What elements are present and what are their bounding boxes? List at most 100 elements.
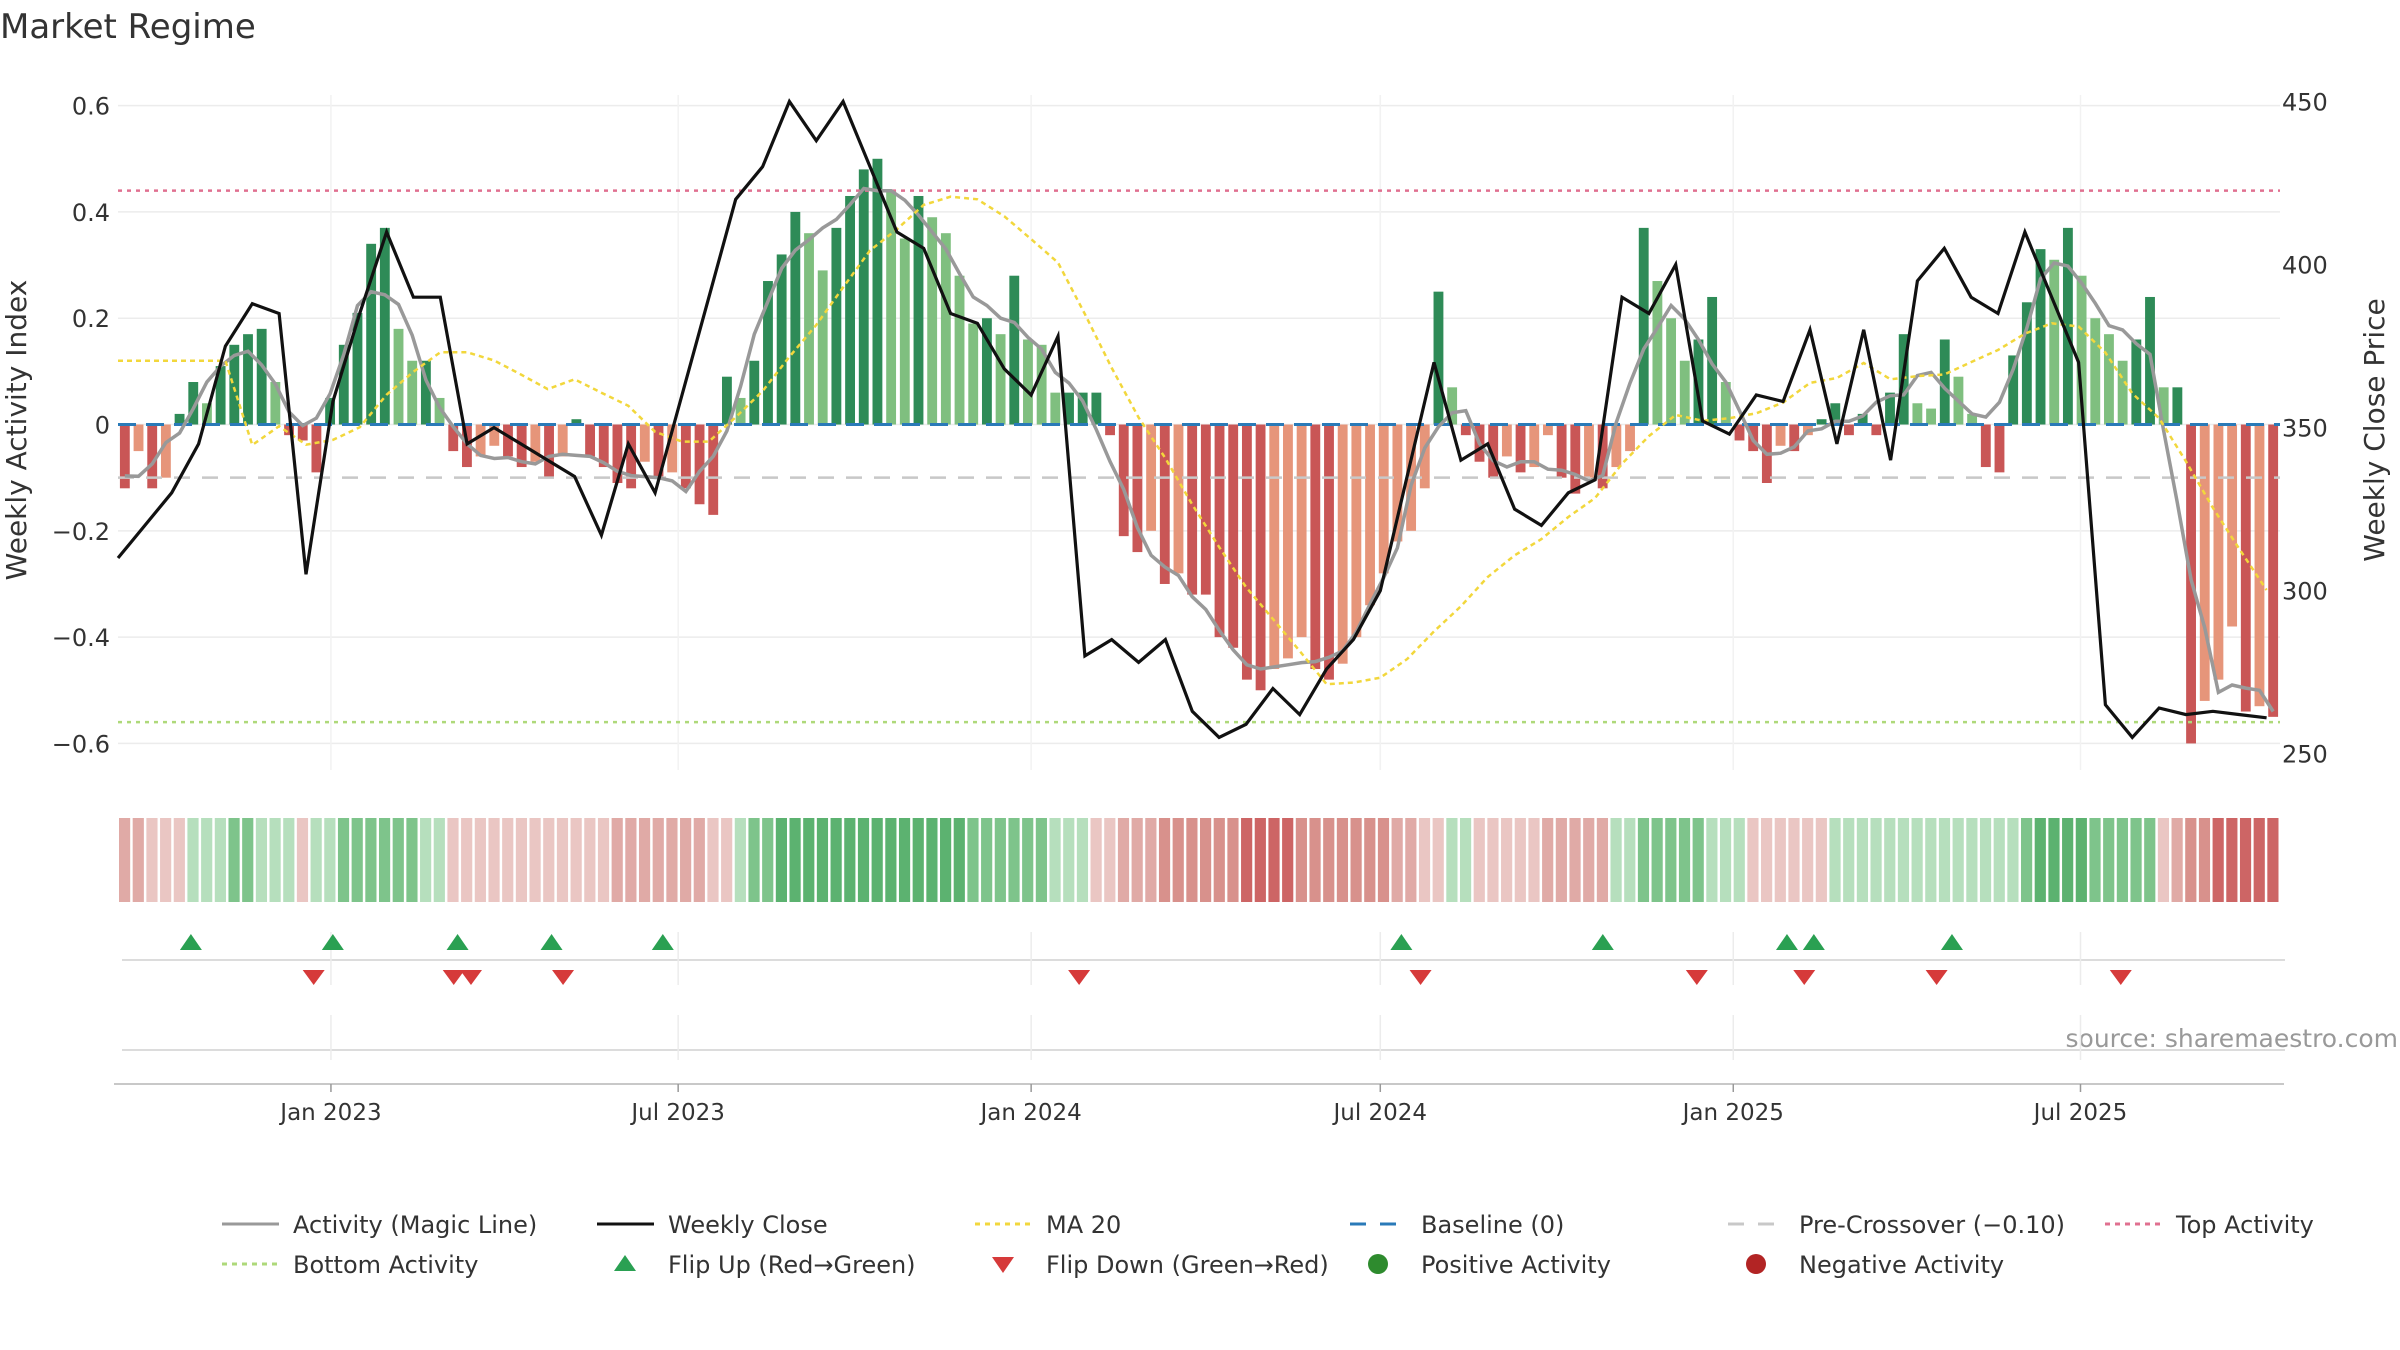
activity-bar	[612, 424, 623, 483]
activity-bar	[448, 424, 459, 452]
activity-bar	[981, 318, 992, 425]
activity-bar	[2008, 355, 2019, 425]
activity-bar	[968, 323, 979, 425]
regime-strip-cell	[1651, 818, 1663, 902]
activity-bar	[2117, 360, 2128, 425]
activity-bar	[256, 328, 267, 425]
activity-bar	[1159, 424, 1170, 584]
regime-strip-cell	[1391, 818, 1403, 902]
regime-strip-cell	[666, 818, 678, 902]
activity-bar	[927, 217, 938, 425]
activity-bar	[653, 424, 664, 478]
regime-strip-cell	[283, 818, 295, 902]
weekly-close-line	[116, 98, 2267, 740]
regime-strip-cell	[1008, 818, 1020, 902]
regime-strip-cell	[529, 818, 541, 902]
activity-bar	[626, 424, 637, 489]
regime-strip-cell	[1719, 818, 1732, 902]
activity-bar	[749, 360, 760, 425]
regime-strip-cell	[1336, 818, 1349, 902]
y-tick-left: −0.4	[52, 624, 110, 652]
regime-strip-cell	[981, 818, 993, 902]
activity-bar	[872, 158, 883, 425]
flip-down-marker	[442, 970, 465, 985]
regime-strip-cell	[2253, 818, 2265, 902]
regime-strip-cell	[693, 818, 705, 902]
regime-strip-cell	[2171, 818, 2183, 902]
regime-strip-cell	[296, 818, 309, 902]
regime-strip-cell	[1514, 818, 1526, 902]
regime-strip-cell	[570, 818, 582, 902]
activity-bar	[2268, 424, 2279, 717]
activity-bar	[1570, 424, 1581, 494]
activity-bar	[2049, 259, 2060, 425]
activity-bar	[188, 382, 199, 425]
activity-bar	[544, 424, 554, 478]
regime-strip-cell	[1843, 818, 1855, 902]
regime-strip-cell	[967, 818, 979, 902]
flip-down-marker	[1409, 970, 1432, 985]
regime-strip-cell	[1884, 818, 1896, 902]
regime-strip-cell	[789, 818, 801, 902]
activity-bar	[1077, 392, 1088, 425]
flip-down-marker	[552, 970, 575, 985]
regime-strip-cell	[1022, 818, 1034, 902]
activity-bar	[708, 424, 719, 515]
x-tick-label: Jan 2025	[1681, 1100, 1784, 1126]
regime-strip-cell	[310, 818, 322, 902]
regime-strip-cell	[2185, 818, 2197, 902]
activity-bar	[215, 366, 226, 425]
regime-strip-cell	[721, 818, 733, 902]
x-tick-label: Jul 2023	[629, 1100, 725, 1126]
regime-strip-cell	[2157, 818, 2170, 902]
y-tick-left: 0.2	[72, 305, 110, 333]
legend-label: Activity (Magic Line)	[293, 1211, 537, 1239]
activity-bar	[694, 424, 705, 505]
regime-strip-cell	[898, 818, 911, 902]
regime-strip-cell	[1213, 818, 1225, 902]
activity-bar	[598, 424, 609, 468]
regime-strip-cell	[1761, 818, 1773, 902]
activity-bar	[763, 281, 773, 425]
activity-bar	[147, 424, 158, 489]
activity-bar	[721, 376, 732, 425]
regime-strip-cell	[2048, 818, 2060, 902]
activity-bar	[886, 190, 897, 425]
activity-bar	[1556, 424, 1567, 478]
flip-markers	[122, 932, 2285, 1060]
regime-strip-cell	[2212, 818, 2224, 902]
regime-strip-cell	[748, 818, 760, 902]
activity-bar	[1036, 344, 1047, 425]
activity-bar	[1939, 339, 1950, 425]
activity-bar	[2199, 424, 2210, 701]
regime-strip-cell	[1117, 818, 1130, 902]
regime-strip	[119, 818, 2279, 902]
activity-bar	[2076, 275, 2087, 425]
activity-bar	[270, 382, 281, 425]
regime-strip-cell	[502, 818, 514, 902]
regime-strip-cell	[378, 818, 391, 902]
regime-strip-cell	[1815, 818, 1827, 902]
regime-strip-cell	[1555, 818, 1567, 902]
legend-swatch	[1368, 1254, 1388, 1274]
regime-strip-cell	[1542, 818, 1554, 902]
regime-strip-cell	[119, 818, 131, 902]
x-tick-label: Jan 2023	[278, 1100, 381, 1126]
activity-bar	[366, 243, 377, 425]
regime-strip-cell	[1733, 818, 1745, 902]
regime-strip-cell	[1158, 818, 1171, 902]
activity-bars	[119, 158, 2279, 744]
activity-bar	[790, 211, 801, 425]
regime-strip-cell	[2103, 818, 2115, 902]
activity-bar	[2172, 387, 2183, 425]
activity-bar	[1460, 424, 1471, 436]
activity-bar	[338, 344, 349, 425]
regime-strip-cell	[2198, 818, 2211, 902]
regime-strip-cell	[132, 818, 144, 902]
activity-bar	[1365, 424, 1375, 606]
regime-strip-cell	[2267, 818, 2279, 902]
regime-strip-cell	[2116, 818, 2128, 902]
activity-bar	[1720, 382, 1731, 425]
activity-bar	[1241, 424, 1252, 680]
reference-lines	[118, 189, 2280, 724]
